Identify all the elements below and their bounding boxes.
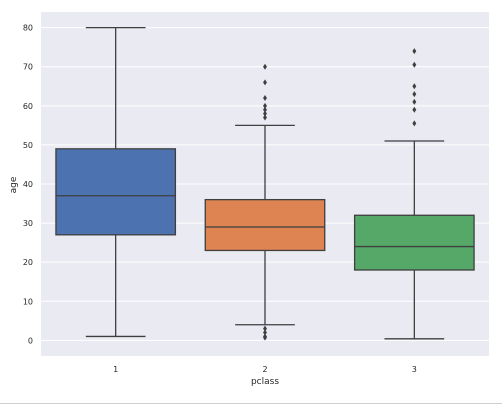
- y-tick-label-0: 0: [28, 336, 33, 345]
- outlier-3-4: [412, 83, 417, 90]
- outlier-3-1: [412, 106, 417, 113]
- outlier-2-10: [263, 63, 267, 70]
- box-group-3: [353, 48, 475, 340]
- outlier-2-5: [263, 110, 267, 117]
- x-tick-label-3: 3: [412, 365, 417, 374]
- y-tick-label-60: 60: [23, 102, 33, 111]
- x-tick-label-2: 2: [262, 365, 267, 374]
- x-tick-labels: 1 2 3: [113, 365, 417, 374]
- y-tick-label-10: 10: [23, 297, 33, 306]
- y-tick-label-70: 70: [23, 63, 33, 72]
- outlier-3-5: [412, 61, 417, 68]
- boxes: [55, 26, 475, 341]
- y-tick-label-30: 30: [23, 219, 33, 228]
- outlier-3-6: [412, 48, 417, 55]
- box-group-1: [55, 26, 177, 338]
- box-2: [204, 198, 326, 252]
- outlier-2-2: [263, 329, 267, 336]
- box-group-2: [204, 63, 326, 341]
- outlier-2-4: [263, 114, 267, 121]
- y-axis-label: age: [9, 176, 19, 193]
- y-tick-label-20: 20: [23, 258, 33, 267]
- box-3: [353, 214, 475, 271]
- x-axis-label: pclass: [251, 377, 279, 387]
- outlier-2-1: [263, 333, 267, 340]
- outlier-3-0: [412, 120, 417, 127]
- outlier-2-7: [263, 102, 267, 109]
- outlier-3-2: [412, 98, 417, 105]
- outlier-2-3: [263, 325, 267, 332]
- outlier-3-3: [412, 91, 417, 98]
- y-tick-label-80: 80: [23, 24, 33, 33]
- x-tick-label-1: 1: [113, 365, 118, 374]
- y-tick-label-50: 50: [23, 141, 33, 150]
- y-tick-label-40: 40: [23, 180, 33, 189]
- bottom-divider: [0, 403, 502, 404]
- y-tick-labels: 0 10 20 30 40 50 60 70 80: [23, 24, 33, 346]
- outlier-2-6: [263, 106, 267, 113]
- outlier-2-9: [263, 79, 267, 86]
- box-1: [55, 148, 177, 236]
- outlier-2-8: [263, 95, 267, 101]
